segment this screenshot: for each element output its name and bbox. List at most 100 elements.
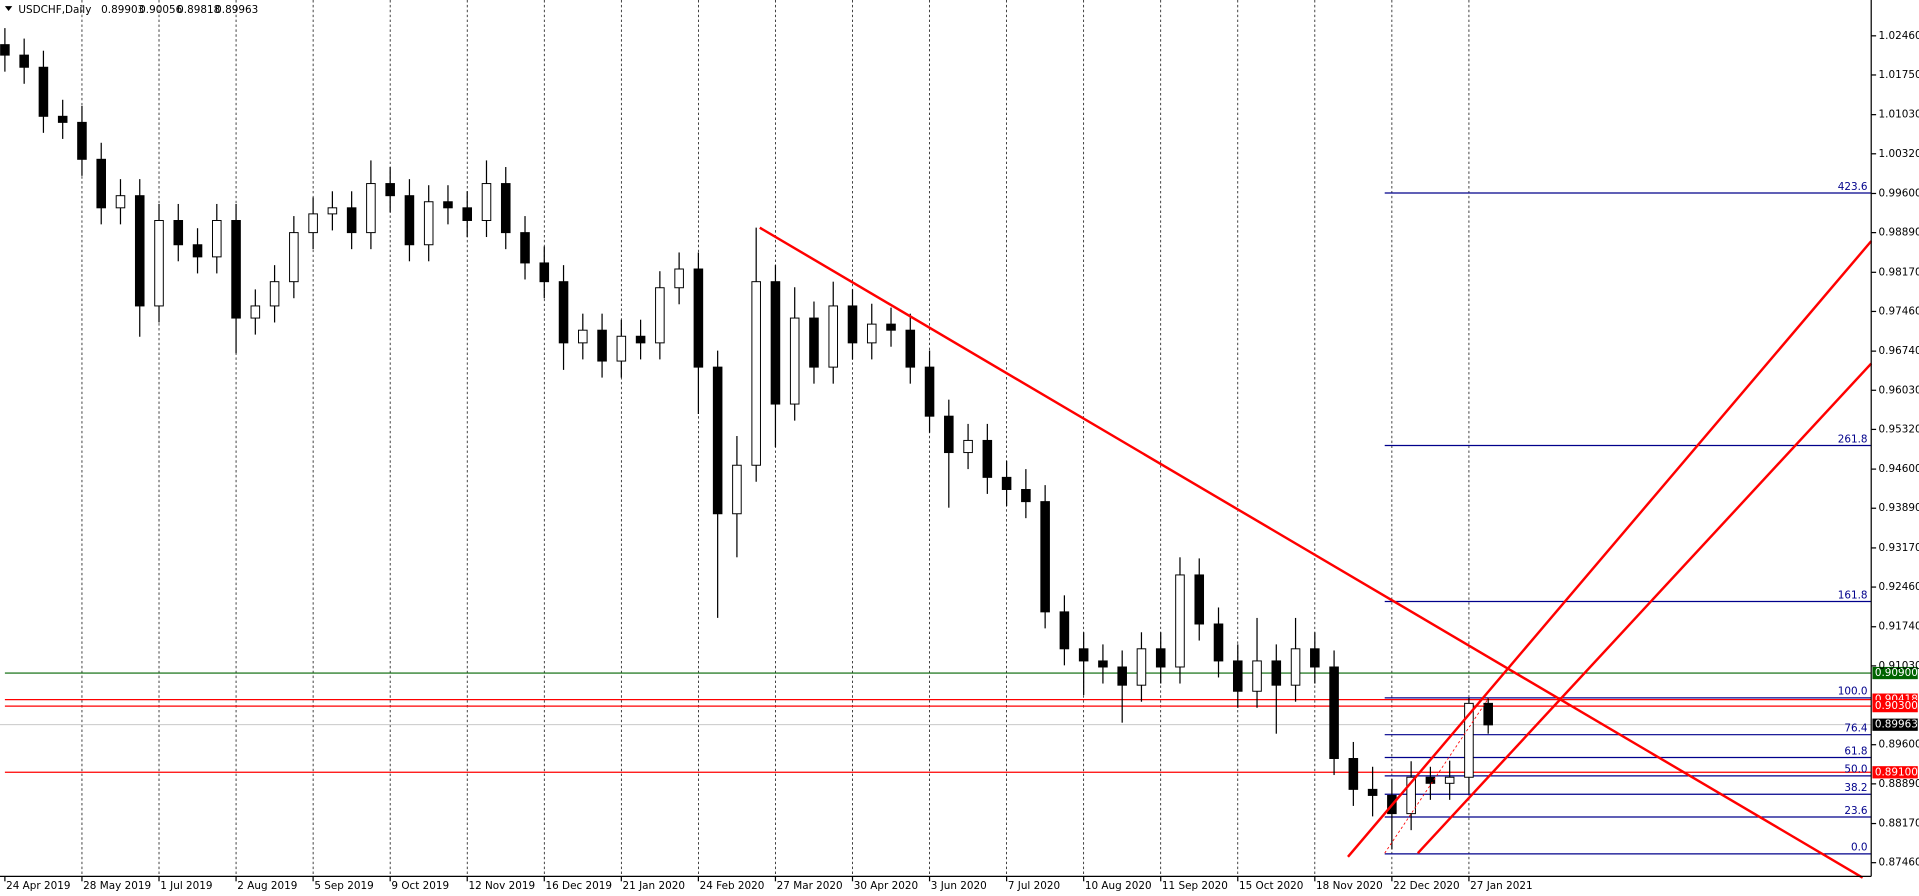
candle-body: [173, 220, 184, 246]
candle-body: [0, 44, 10, 56]
fib-label: 23.6: [1844, 805, 1867, 817]
candle-body: [866, 323, 877, 344]
y-tick-label: 0.99600: [1879, 187, 1919, 199]
candle-body: [1021, 489, 1031, 503]
candle-body: [423, 201, 434, 246]
x-tick-label: 21 Jan 2020: [623, 880, 685, 892]
candle-body: [1290, 648, 1301, 686]
candle-body: [38, 66, 49, 117]
fib-label: 161.8: [1838, 589, 1868, 601]
fib-base-line: [1384, 697, 1490, 854]
candle-body: [212, 220, 222, 258]
y-tick-label: 1.01750: [1879, 69, 1919, 81]
price-labels: 423.6 261.8 161.8 100.0 76.4 61.8 50.0 38.2 23.6…: [1838, 181, 1918, 854]
menu-arrow[interactable]: [4, 6, 13, 12]
candle-body: [809, 317, 819, 368]
ohlc-value: 0.90056: [139, 4, 182, 16]
candle-body: [57, 115, 68, 123]
candle-body: [462, 207, 473, 221]
candle-body: [1232, 660, 1243, 692]
candle-body: [558, 281, 569, 344]
x-tick-label: 9 Oct 2019: [391, 880, 449, 892]
candle-body: [1271, 660, 1282, 686]
x-tick-label: 28 May 2019: [83, 880, 151, 892]
candle-body: [1329, 666, 1339, 759]
candle-body: [539, 262, 550, 283]
candle-body: [192, 244, 203, 258]
x-tick-label: 24 Feb 2020: [700, 880, 765, 892]
candle-body: [616, 335, 627, 362]
x-tick-label: 24 Apr 2019: [6, 880, 70, 892]
candle-body: [481, 183, 492, 221]
candle-body: [1098, 660, 1108, 668]
x-tick-label: 27 Jan 2021: [1470, 880, 1532, 892]
candle-body: [1310, 648, 1320, 668]
x-tick-label: 2 Aug 2019: [237, 880, 297, 892]
y-tick-label: 0.88170: [1879, 818, 1919, 830]
candle-body: [1194, 574, 1205, 625]
x-tick-label: 18 Nov 2020: [1316, 880, 1383, 892]
candle-body: [327, 207, 338, 215]
objects: [759, 226, 1873, 879]
y-tick-label: 0.97460: [1879, 305, 1919, 317]
candle-body: [828, 305, 839, 368]
price-label: 0.90900: [1875, 667, 1918, 679]
channel-line: [1347, 240, 1873, 858]
candle-body: [404, 195, 415, 246]
candle-body: [751, 281, 761, 466]
candle-body: [635, 335, 646, 344]
y-tick-label: 0.91030: [1879, 660, 1919, 672]
fib-label: 61.8: [1844, 745, 1867, 757]
candle-body: [1406, 776, 1416, 815]
candle-body: [19, 54, 29, 68]
candle-body: [1155, 648, 1166, 668]
candle-body: [308, 213, 318, 234]
y-tick-label: 0.92460: [1879, 581, 1919, 593]
candle-body: [346, 207, 357, 234]
ohlc-value: 0.89963: [215, 4, 258, 16]
candle-body: [500, 183, 511, 234]
candle-body: [154, 220, 164, 307]
x-tick-label: 5 Sep 2019: [314, 880, 373, 892]
candle-body: [1464, 702, 1474, 778]
candle-body: [1425, 776, 1436, 784]
candle-body: [231, 220, 241, 319]
candle-body: [655, 287, 665, 344]
price-label: 0.90418: [1875, 694, 1918, 706]
candle-body: [1001, 476, 1012, 490]
fib-label: 261.8: [1838, 433, 1868, 445]
price-label: 0.89963: [1875, 719, 1918, 731]
y-tick-label: 1.00320: [1879, 148, 1919, 160]
x-tick-label: 15 Oct 2020: [1239, 880, 1303, 892]
candle-body: [1059, 611, 1070, 650]
candle-body: [1040, 501, 1050, 613]
candle-body: [1213, 623, 1224, 662]
y-tick-label: 0.94600: [1879, 463, 1919, 475]
candle-body: [1175, 574, 1185, 668]
y-tick-label: 0.93170: [1879, 542, 1919, 554]
candle-body: [520, 232, 530, 264]
candle-body: [674, 268, 684, 289]
y-tick-label: 0.93890: [1879, 502, 1919, 514]
candle-body: [1117, 666, 1127, 686]
candle-body: [886, 323, 896, 331]
candle-body: [712, 366, 723, 515]
price-label: 0.89100: [1875, 766, 1918, 778]
candle-body: [366, 183, 376, 234]
candle-body: [693, 268, 704, 368]
ohlc-value: 0.89818: [177, 4, 220, 16]
price-label-box: [1872, 666, 1918, 680]
x-tick-label: 27 Mar 2020: [777, 880, 843, 892]
x-tick-label: 11 Sep 2020: [1162, 880, 1228, 892]
y-tick-label: 0.98890: [1879, 227, 1919, 239]
channel-line: [1416, 362, 1873, 854]
candle-body: [1348, 758, 1359, 790]
x-tick-label: 1 Jul 2019: [160, 880, 212, 892]
y-tick-label: 0.91740: [1879, 621, 1919, 633]
x-tick-label: 16 Dec 2019: [546, 880, 613, 892]
candle-body: [789, 317, 800, 405]
y-tick-label: 1.02460: [1879, 30, 1919, 42]
